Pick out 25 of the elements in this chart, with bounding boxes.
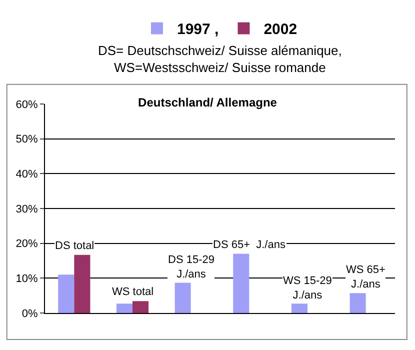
bar [291, 304, 308, 313]
y-tick-label: 20% [16, 238, 38, 250]
x-tick-label: WS 65+ J./ans [346, 264, 386, 290]
x-tick-label: WS 15-29 J./ans [283, 275, 332, 302]
x-tick-label: DS 65+ J./ans [213, 239, 286, 251]
chart-title: Deutschland/ Allemagne [138, 95, 278, 110]
x-tick-label: DS 15-29 J./ans [168, 254, 214, 280]
y-tick-label: 40% [16, 168, 38, 181]
y-tick-label: 60% [16, 98, 38, 111]
x-tick-label: DS total [55, 240, 94, 252]
x-tick-label: WS total [112, 286, 154, 298]
y-tick-label: 10% [16, 273, 38, 286]
legend-label: 2002 [264, 21, 298, 38]
y-tick-label: 50% [16, 134, 38, 146]
bar [233, 254, 250, 313]
bar [58, 274, 74, 313]
y-tick-label: 30% [16, 203, 38, 216]
bar [132, 301, 149, 313]
y-tick-label: 0% [22, 308, 38, 320]
legend-label: 1997 , [177, 21, 219, 38]
bar [174, 282, 191, 313]
bar [350, 293, 366, 313]
bar [116, 304, 132, 313]
bar [74, 254, 90, 313]
chart-subtitle: DS= Deutschschweiz/ Suisse alémanique, WS=Westsschweiz/ Suisse romande [98, 43, 342, 75]
